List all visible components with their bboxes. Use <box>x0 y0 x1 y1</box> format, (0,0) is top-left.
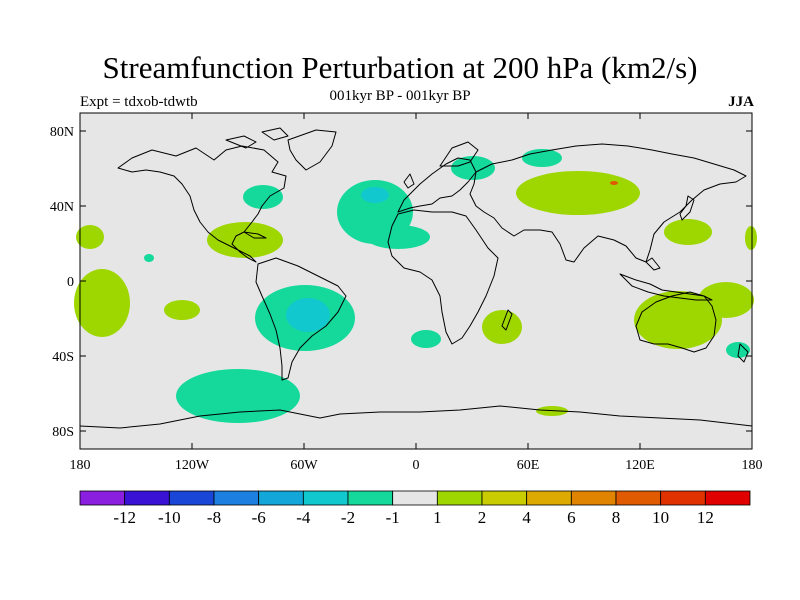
positive-core-central-asia <box>610 181 618 185</box>
colorbar: -12 -10 -8 -6 -4 -2 -1 1 2 4 6 8 10 12 <box>79 490 751 527</box>
experiment-label: Expt = tdxob-tdwtb <box>80 94 198 110</box>
positive-anomaly-caribbean <box>207 222 283 258</box>
map-axes: 80N 40N 0 40S 80S 180 120W 60W 0 60E 120E 180 <box>50 113 763 473</box>
colorbar-swatch <box>392 490 438 506</box>
coast-madagascar <box>501 309 513 331</box>
coast-japan <box>679 195 695 221</box>
lon-tick-label: 0 <box>413 458 420 473</box>
coast-cuba <box>243 231 267 239</box>
season-label: JJA <box>728 94 754 110</box>
colorbar-swatch <box>79 490 126 506</box>
positive-anomaly-australia-east <box>698 282 754 318</box>
colorbar-label: -8 <box>207 508 221 527</box>
chart-title: Streamfunction Perturbation at 200 hPa (… <box>102 50 698 85</box>
lon-tick-label: 180 <box>742 458 763 473</box>
colorbar-label: 4 <box>522 508 531 527</box>
negative-anomaly-tasman <box>726 342 750 358</box>
colorbar-swatch <box>436 490 483 506</box>
colorbar-swatch <box>615 490 662 506</box>
coast-new-zealand <box>737 343 749 363</box>
coast-south-america <box>255 257 347 381</box>
lon-tick-label: 60W <box>290 458 318 473</box>
lat-tick-label: 40N <box>50 200 74 215</box>
lat-tick-label: 0 <box>67 275 74 290</box>
negative-core-south-america <box>286 298 330 332</box>
lon-tick-label: 60E <box>517 458 540 473</box>
colorbar-swatch <box>526 490 572 506</box>
coast-antarctica <box>79 405 753 429</box>
anomaly-fields <box>74 149 757 423</box>
lon-tick-label: 120E <box>625 458 655 473</box>
colorbar-swatch <box>704 490 751 506</box>
lat-tick-label: 40S <box>52 350 74 365</box>
colorbar-label: 1 <box>433 508 442 527</box>
colorbar-swatch <box>258 490 304 506</box>
positive-anomaly-north-pacific <box>76 225 104 249</box>
positive-anomaly-south-pacific <box>164 300 200 320</box>
lat-tick-label: 80N <box>50 125 74 140</box>
lon-tick-label: 120W <box>175 458 210 473</box>
negative-anomaly-scandinavia <box>451 156 495 180</box>
coast-greenland <box>287 129 337 171</box>
colorbar-swatch <box>302 490 349 506</box>
colorbar-swatch <box>213 490 260 506</box>
negative-anomaly-hawaii <box>144 254 154 262</box>
coast-north-america <box>117 145 287 263</box>
coast-scandinavia <box>439 141 479 167</box>
colorbar-label: 6 <box>567 508 576 527</box>
colorbar-swatch <box>660 490 706 506</box>
coast-africa <box>387 209 499 345</box>
colorbar-label: 12 <box>697 508 714 527</box>
colorbar-label: 2 <box>478 508 487 527</box>
coast-asia <box>469 143 747 263</box>
negative-anomaly-atlantic-south <box>366 225 430 249</box>
lat-tick-label: 80S <box>52 425 74 440</box>
positive-anomaly-east-pacific <box>74 269 130 337</box>
colorbar-swatch <box>347 490 394 506</box>
colorbar-swatch <box>168 490 215 506</box>
lon-tick-label: 180 <box>70 458 91 473</box>
colorbar-label: -2 <box>341 508 355 527</box>
colorbar-label: -1 <box>386 508 400 527</box>
colorbar-swatch <box>124 490 170 506</box>
coastlines <box>79 127 753 429</box>
colorbar-label: -4 <box>296 508 311 527</box>
negative-anomaly-north-america <box>243 185 283 209</box>
positive-anomaly-madagascar <box>482 310 522 344</box>
positive-anomaly-dateline-east <box>745 226 757 250</box>
coast-arctic-islands <box>225 127 289 149</box>
coast-british-isles <box>403 173 415 189</box>
colorbar-label: 10 <box>652 508 669 527</box>
coast-australia <box>635 291 717 353</box>
colorbar-label: -12 <box>113 508 136 527</box>
colorbar-label: -6 <box>252 508 266 527</box>
colorbar-swatch <box>570 490 617 506</box>
colorbar-swatch <box>481 490 528 506</box>
negative-core-atlantic <box>361 187 389 203</box>
period-label: 001kyr BP - 001kyr BP <box>329 88 471 104</box>
negative-anomaly-south-atlantic <box>411 330 441 348</box>
positive-anomaly-central-asia <box>516 171 640 215</box>
colorbar-label: -10 <box>158 508 181 527</box>
positive-anomaly-west-pacific <box>664 219 712 245</box>
colorbar-label: 8 <box>612 508 621 527</box>
coast-indonesia <box>619 257 713 301</box>
negative-anomaly-south-pacific-high <box>176 369 300 423</box>
